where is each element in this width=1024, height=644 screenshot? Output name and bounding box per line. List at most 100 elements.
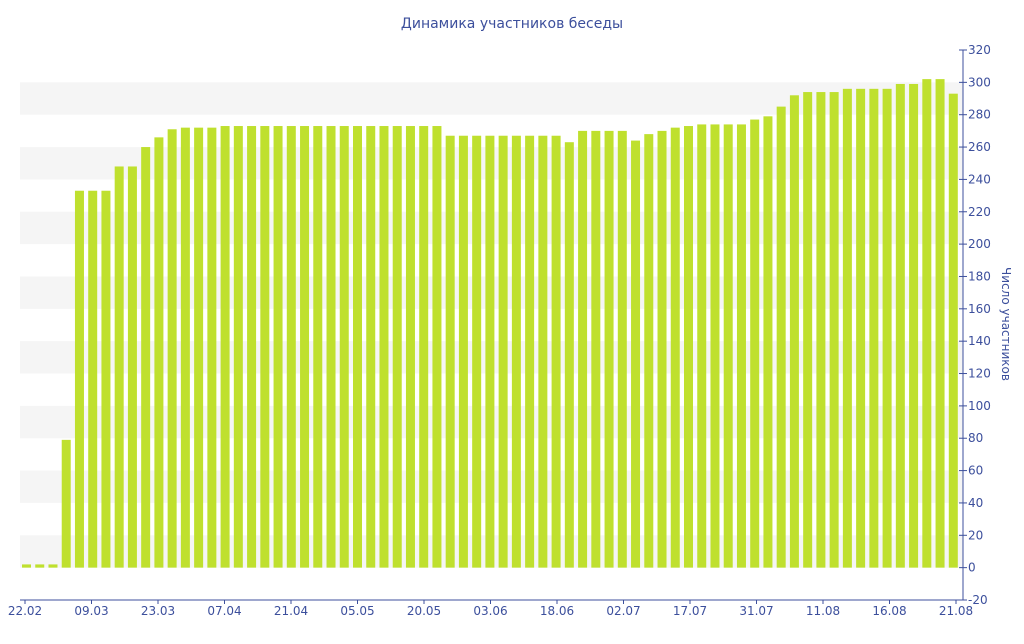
x-tick-label: 02.07 [606,604,640,618]
bar [538,135,548,568]
bar [591,130,601,568]
bar [869,88,879,568]
bar [366,126,376,568]
y-tick-label: 120 [968,367,991,381]
bar [710,124,720,568]
bar [803,92,813,568]
bar [207,127,217,568]
y-tick-label: 300 [968,75,991,89]
bars-group [22,79,958,568]
y-tick-label: 40 [968,496,983,510]
x-tick-label: 07.04 [207,604,241,618]
bar [419,126,429,568]
x-tick-label: 11.08 [806,604,840,618]
bar [578,130,588,568]
bar [300,126,310,568]
x-tick-label: 05.05 [340,604,374,618]
x-tick-label: 22.02 [8,604,42,618]
bar [392,126,402,568]
bar [88,190,98,568]
bar [194,127,204,568]
x-tick-label: 03.06 [473,604,507,618]
bar [167,129,177,568]
bar [922,79,932,568]
bar [101,190,111,568]
y-tick-label: 60 [968,464,983,478]
bar [472,135,482,568]
y-tick-label: 0 [968,561,976,575]
bar [670,127,680,568]
x-tick-label: 20.05 [407,604,441,618]
bar [816,92,826,568]
bar [74,190,84,568]
bar [882,88,892,568]
y-tick-label: -20 [968,593,988,607]
y-axis-label: Число участников [999,267,1013,381]
bar [141,147,151,568]
bar [498,135,508,568]
x-tick-label: 21.04 [274,604,308,618]
y-tick-label: 260 [968,140,991,154]
y-tick-label: 100 [968,399,991,413]
bar [458,135,468,568]
bar [723,124,733,568]
bar [127,166,137,568]
bar [697,124,707,568]
bar [273,126,283,568]
bar [445,135,455,568]
bar [260,126,270,568]
y-tick-label: 320 [968,43,991,57]
bar [35,564,45,568]
bar [61,439,71,568]
bar [644,134,654,568]
y-tick-label: 20 [968,528,983,542]
y-tick-label: 80 [968,431,983,445]
bar [220,126,230,568]
bar [564,142,574,568]
bar [326,126,336,568]
bar [657,130,667,568]
bar [511,135,521,568]
bar [339,126,349,568]
y-tick-label: 140 [968,334,991,348]
bar [842,88,852,568]
bar [353,126,362,568]
x-tick-label: 09.03 [74,604,108,618]
bar [617,130,627,568]
bar [405,126,415,568]
y-tick-label: 240 [968,172,991,186]
bar [776,106,786,568]
bar [909,83,919,568]
y-tick-label: 180 [968,269,991,283]
bar [684,126,693,568]
bar [432,126,442,568]
bar [22,564,31,568]
bar [604,130,614,568]
x-tick-label: 23.03 [141,604,175,618]
bar [286,126,296,568]
bar [631,140,641,568]
chart-title: Динамика участников беседы [401,16,623,32]
bar [247,126,257,568]
bar [736,124,746,568]
x-tick-label: 16.08 [872,604,906,618]
bar [485,135,495,568]
bar [180,127,190,568]
y-tick-label: 280 [968,108,991,122]
bar [551,135,561,568]
bar [856,88,866,568]
bar [763,116,773,568]
bar [525,135,535,568]
bar [48,564,58,568]
bar [313,126,323,568]
bar [935,79,945,568]
bar [829,92,839,568]
x-tick-label: 17.07 [673,604,707,618]
x-tick-label: 21.08 [939,604,973,618]
y-tick-label: 220 [968,205,991,219]
x-tick-label: 31.07 [739,604,773,618]
y-tick-label: 160 [968,302,991,316]
bar [789,95,799,568]
